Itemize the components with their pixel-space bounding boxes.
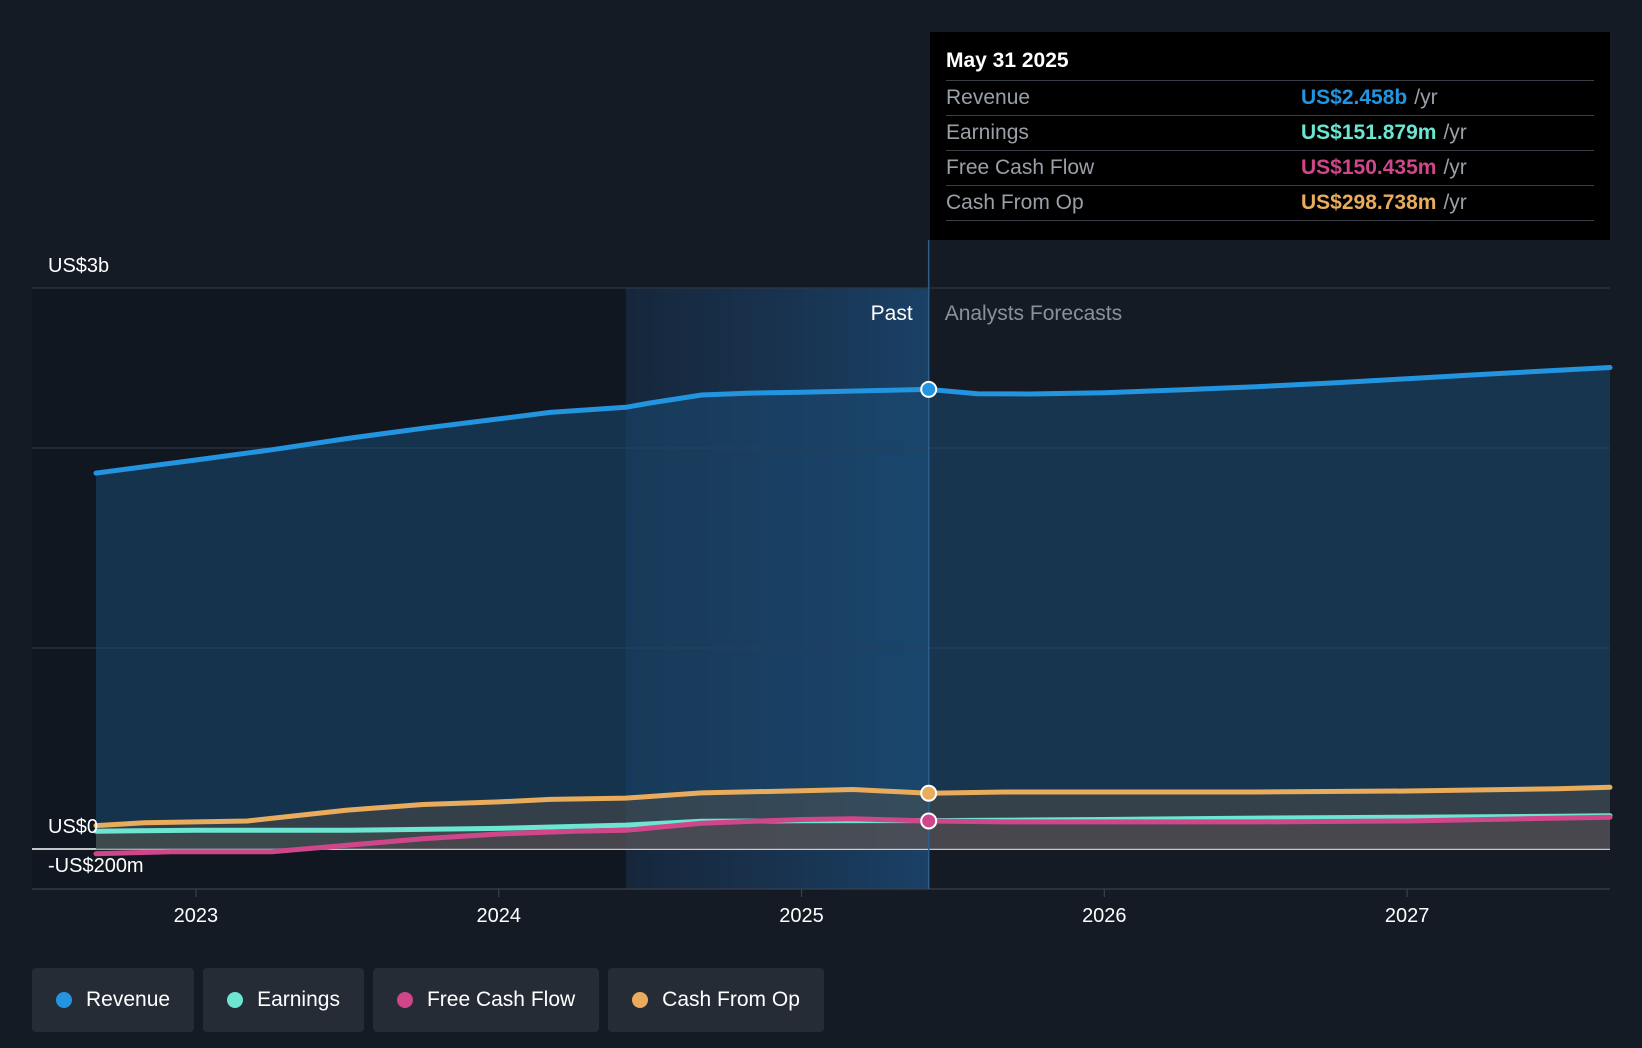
tooltip-value: US$2.458b [1301, 86, 1408, 109]
y-label-zero: US$0 [48, 816, 98, 838]
legend-label: Revenue [86, 988, 171, 1011]
area-revenue [96, 367, 1610, 849]
legend: Revenue Earnings Free Cash Flow Cash Fro… [32, 968, 824, 1032]
marker-revenue [920, 380, 938, 398]
legend-item-free-cash-flow[interactable]: Free Cash Flow [372, 968, 600, 1032]
tooltip-unit: /yr [1414, 86, 1438, 109]
x-tick-label: 2025 [779, 905, 824, 927]
chart: US$3b US$0 -US$200m Past Analysts Foreca… [32, 240, 1613, 927]
line-cash-from-op [93, 784, 1613, 829]
legend-label: Cash From Op [662, 988, 800, 1011]
tooltip-date: May 31 2025 [946, 46, 1594, 81]
legend-label: Free Cash Flow [426, 988, 576, 1011]
tooltip-row-free-cash-flow: Free Cash Flow US$150.435m /yr [946, 151, 1594, 186]
series-areas [96, 367, 1610, 854]
legend-item-cash-from-op[interactable]: Cash From Op [608, 968, 824, 1032]
y-axis-labels: US$3b US$0 -US$200m [48, 255, 144, 877]
series-lines [93, 365, 1613, 857]
legend-dot-icon [56, 992, 72, 1008]
x-tick-label: 2027 [1385, 905, 1430, 927]
area-free-cash-flow [96, 817, 1610, 854]
tooltip-unit: /yr [1443, 191, 1467, 214]
tooltip-unit: /yr [1443, 121, 1467, 144]
legend-label: Earnings [257, 988, 340, 1011]
line-revenue [93, 365, 1613, 476]
tooltip: May 31 2025 Revenue US$2.458b /yr Earnin… [930, 32, 1610, 240]
marker-cash-from-op [920, 784, 938, 802]
y-label-top: US$3b [48, 255, 109, 277]
legend-dot-icon [396, 992, 413, 1008]
tooltip-value: US$150.435m [1301, 156, 1437, 179]
forecast-label: Analysts Forecasts [945, 302, 1122, 325]
hover-markers [920, 380, 938, 830]
legend-dot-icon [632, 992, 649, 1008]
x-tick-label: 2026 [1082, 905, 1127, 927]
line-free-cash-flow [93, 814, 1613, 857]
past-label: Past [871, 302, 913, 325]
tooltip-name: Free Cash Flow [946, 156, 1095, 179]
legend-dot-icon [227, 992, 244, 1008]
tooltip-unit: /yr [1443, 156, 1467, 179]
x-tick-label: 2023 [174, 905, 219, 927]
x-axis-ticks: 2023 2024 2025 2026 2027 [174, 889, 1430, 927]
tooltip-name: Earnings [946, 121, 1029, 144]
marker-free-cash-flow [920, 812, 938, 830]
tooltip-row-earnings: Earnings US$151.879m /yr [946, 116, 1594, 151]
tooltip-row-cash-from-op: Cash From Op US$298.738m /yr [946, 186, 1594, 221]
tooltip-row-revenue: Revenue US$2.458b /yr [946, 81, 1594, 116]
tooltip-value: US$298.738m [1301, 191, 1437, 214]
legend-item-revenue[interactable]: Revenue [32, 968, 195, 1032]
x-tick-label: 2024 [476, 905, 521, 927]
tooltip-name: Cash From Op [946, 191, 1084, 214]
tooltip-value: US$151.879m [1301, 121, 1437, 144]
tooltip-name: Revenue [946, 86, 1031, 109]
y-label-bottom: -US$200m [48, 855, 144, 877]
legend-item-earnings[interactable]: Earnings [203, 968, 364, 1032]
